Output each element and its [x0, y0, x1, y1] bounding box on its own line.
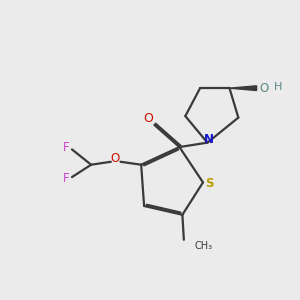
Text: O: O	[110, 152, 119, 165]
Text: N: N	[204, 133, 214, 146]
Text: S: S	[205, 177, 214, 190]
Text: O: O	[259, 82, 268, 95]
Text: F: F	[63, 141, 70, 154]
Polygon shape	[230, 86, 256, 91]
Text: CH₃: CH₃	[194, 241, 212, 251]
Text: H: H	[274, 82, 282, 92]
Text: O: O	[144, 112, 154, 125]
Text: F: F	[63, 172, 70, 185]
